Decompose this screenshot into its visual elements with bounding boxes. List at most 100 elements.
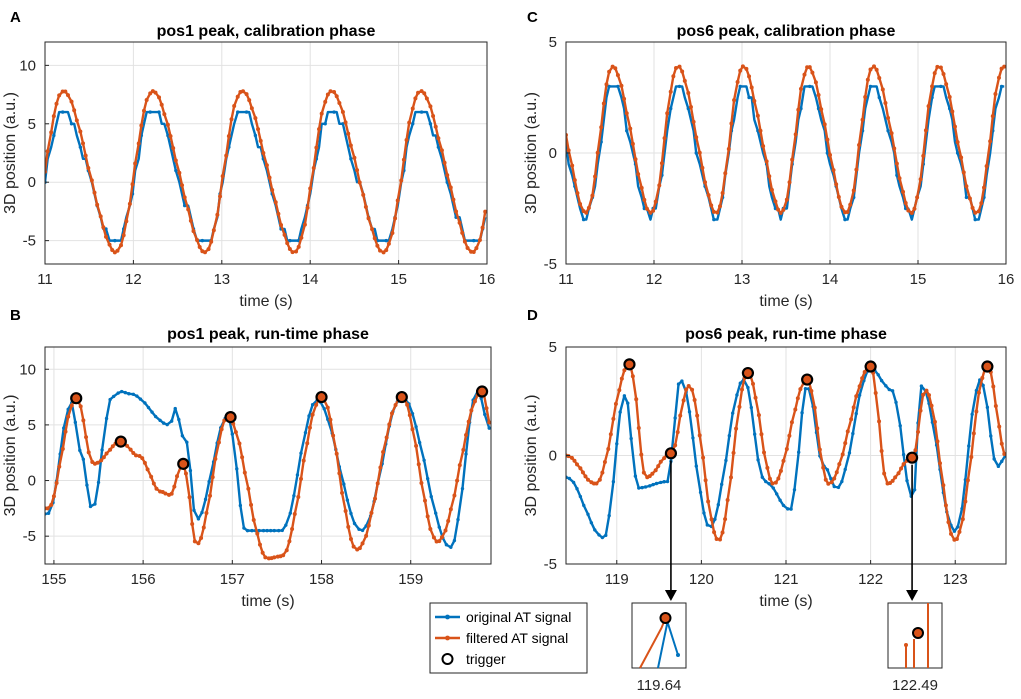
filtered-signal-point	[287, 539, 292, 544]
filtered-signal-point	[471, 249, 476, 254]
original-signal-point	[719, 482, 724, 487]
filtered-signal-point	[209, 239, 214, 244]
filtered-signal-point	[103, 234, 108, 239]
filtered-signal-point	[464, 433, 469, 438]
filtered-signal-point	[49, 502, 54, 507]
filtered-signal-point	[95, 202, 100, 207]
filtered-signal-point	[970, 205, 975, 210]
original-signal-point	[236, 110, 240, 114]
filtered-signal-point	[81, 418, 86, 423]
original-signal-point	[981, 383, 985, 388]
filtered-signal-point	[644, 206, 649, 211]
filtered-signal-point	[261, 151, 266, 155]
filtered-signal-point	[974, 409, 979, 414]
data-layer	[566, 358, 1006, 542]
filtered-signal-point	[340, 490, 345, 495]
original-signal-point	[111, 394, 116, 399]
original-signal-point	[245, 528, 250, 533]
original-signal-point	[483, 412, 487, 417]
filtered-signal-point	[54, 101, 59, 106]
filtered-signal-point	[165, 122, 170, 127]
filtered-signal-point	[965, 478, 970, 483]
original-signal-point	[288, 238, 292, 243]
original-signal-point	[626, 401, 630, 405]
filtered-signal-point	[636, 172, 641, 177]
filtered-signal-point	[906, 208, 911, 213]
filtered-signal-point	[272, 555, 277, 560]
filtered-signal-point	[101, 225, 106, 230]
filtered-signal-point	[439, 535, 444, 540]
filtered-signal-point	[187, 495, 192, 500]
original-signal-point	[69, 122, 74, 126]
filtered-signal-point	[369, 510, 374, 515]
original-signal-point	[680, 379, 684, 383]
original-signal-point	[88, 504, 93, 509]
filtered-signal-point	[726, 147, 731, 152]
filtered-signal-point	[755, 113, 760, 118]
original-signal-point	[669, 106, 673, 111]
filtered-signal-point	[751, 381, 755, 386]
original-signal-point	[651, 482, 655, 487]
filtered-signal-point	[957, 529, 962, 534]
x-tick-label: 157	[220, 571, 245, 588]
filtered-signal-point	[208, 493, 213, 498]
filtered-signal-point	[873, 391, 878, 396]
filtered-signal-point	[99, 458, 104, 463]
filtered-signal-point	[246, 486, 251, 491]
filtered-signal-point	[575, 462, 579, 467]
original-signal-point	[52, 133, 56, 138]
filtered-signal-point	[718, 204, 722, 209]
filtered-signal-point	[121, 233, 126, 238]
filtered-signal-point	[206, 247, 211, 252]
original-signal-point	[464, 452, 468, 456]
filtered-signal-point	[709, 203, 714, 208]
original-signal-point	[78, 145, 83, 149]
original-signal-point	[886, 129, 890, 133]
legend-label-filtered: filtered AT signal	[466, 630, 568, 646]
original-signal-point	[597, 533, 601, 537]
filtered-signal-point	[997, 424, 1002, 429]
filtered-signal-point	[260, 550, 265, 555]
original-signal-point	[460, 486, 465, 491]
y-axis-label: 3D position (a.u.)	[2, 395, 19, 517]
original-signal-point	[825, 468, 830, 472]
filtered-signal-point	[796, 107, 801, 112]
original-signal-point	[607, 84, 611, 89]
filtered-signal-point	[822, 122, 827, 127]
filtered-signal-point	[1002, 64, 1006, 69]
filtered-signal-point	[709, 517, 714, 522]
original-signal-point	[349, 157, 353, 161]
filtered-signal-point	[154, 486, 159, 491]
original-signal-point	[161, 421, 166, 425]
original-signal-point	[800, 411, 804, 415]
filtered-signal-point	[686, 91, 691, 96]
x-axis-label: time (s)	[759, 593, 812, 610]
filtered-signal-point	[219, 427, 224, 432]
filtered-signal-point	[351, 544, 356, 549]
filtered-signal-point	[332, 90, 337, 95]
original-signal-point	[727, 434, 732, 438]
filtered-signal-point	[863, 95, 868, 100]
original-signal-point	[575, 487, 579, 491]
filtered-signal-point	[668, 89, 673, 94]
filtered-signal-point	[617, 388, 622, 393]
original-signal-point	[851, 431, 855, 436]
filtered-signal-point	[580, 470, 585, 475]
original-signal-point	[81, 457, 86, 461]
original-signal-point	[417, 440, 422, 445]
filtered-signal-point	[381, 250, 386, 255]
filtered-signal-point	[712, 530, 717, 535]
original-signal-point	[796, 450, 801, 454]
filtered-signal-point	[857, 384, 862, 389]
filtered-signal-point	[131, 451, 136, 456]
filtered-signal-point	[980, 376, 985, 381]
filtered-signal-point	[395, 198, 400, 203]
filtered-signal-point	[136, 141, 141, 146]
filtered-signal-point	[860, 117, 865, 122]
original-signal-point	[792, 488, 797, 492]
filtered-signal-point	[319, 111, 324, 116]
filtered-signal-point	[305, 441, 310, 446]
filtered-signal-point	[148, 91, 153, 96]
filtered-signal-point	[765, 465, 770, 470]
